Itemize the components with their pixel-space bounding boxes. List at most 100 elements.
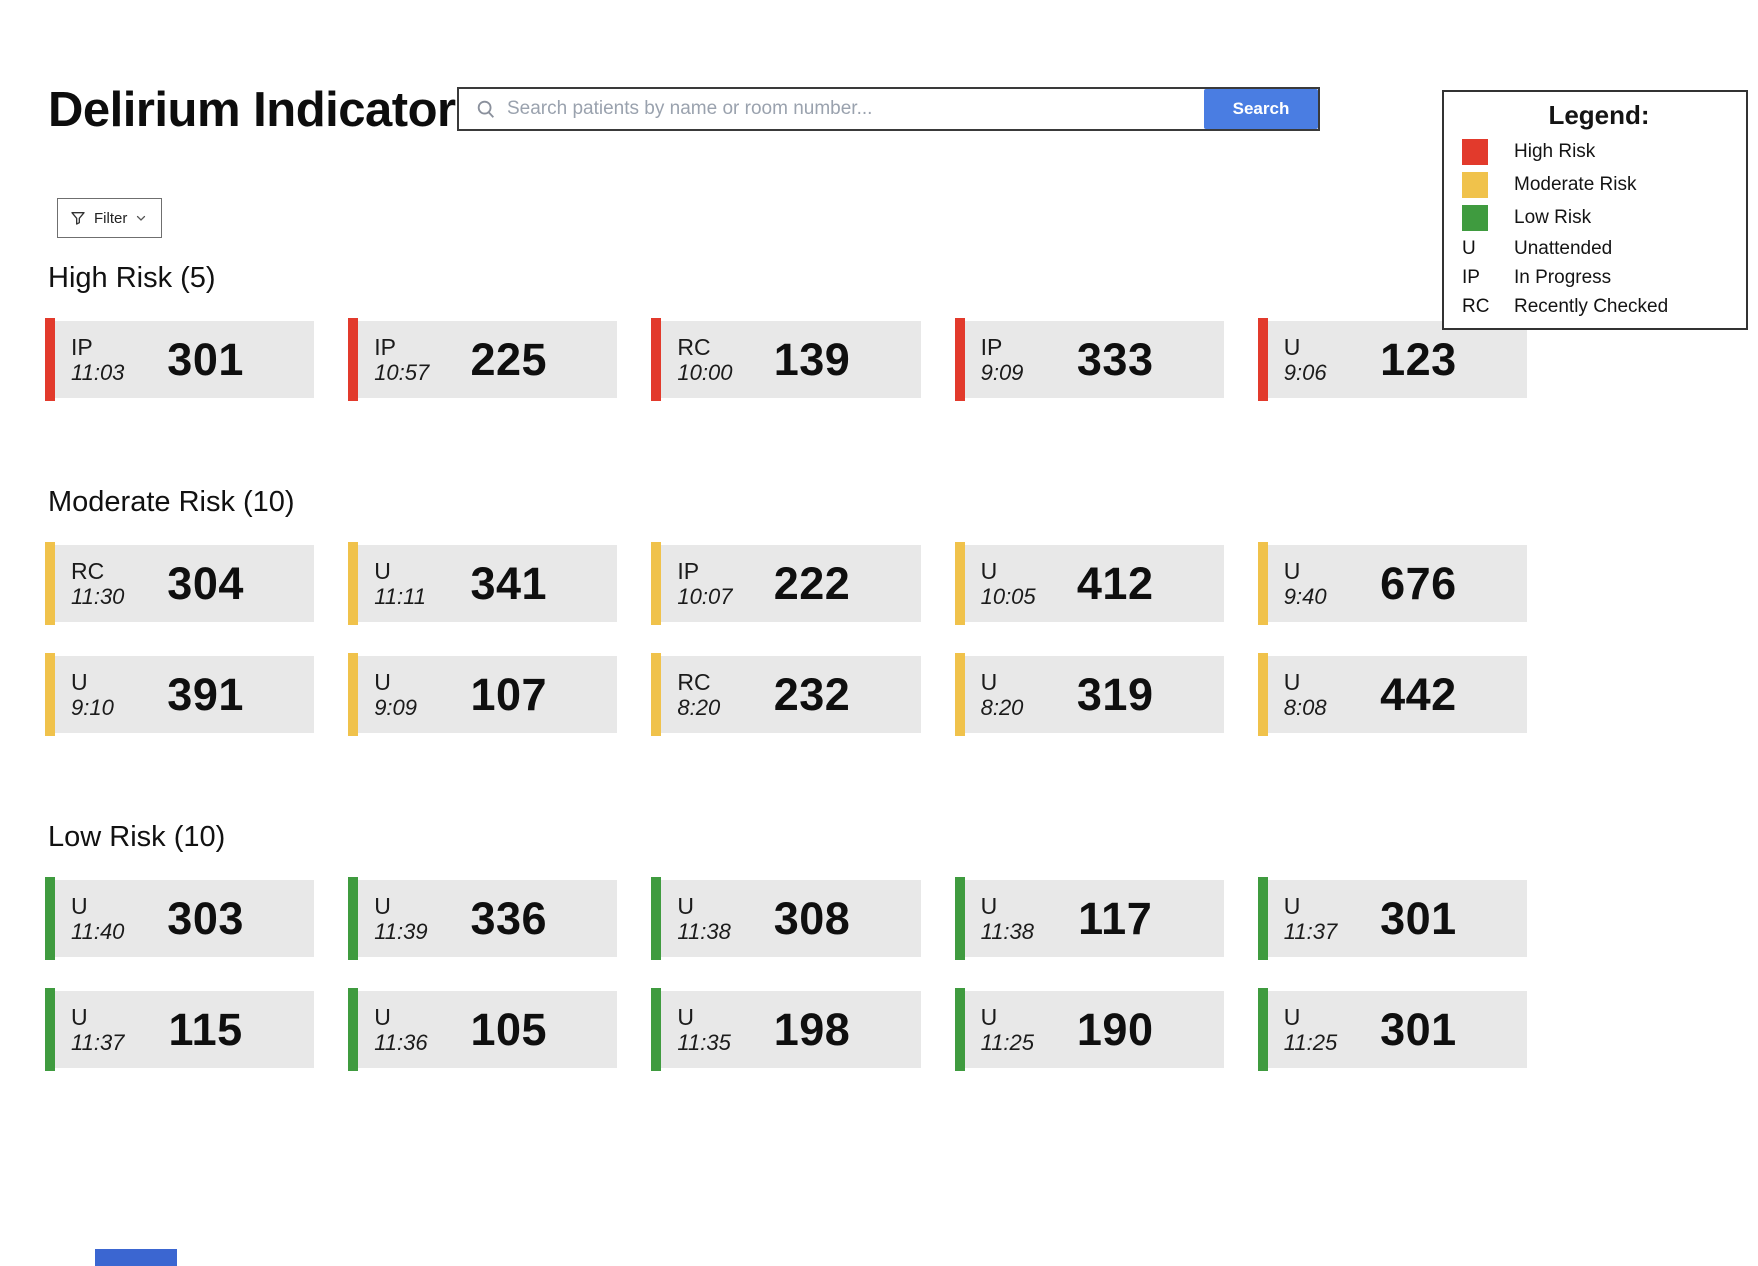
risk-color-bar [1257, 653, 1268, 736]
patient-check-time: 11:36 [374, 1030, 428, 1056]
patient-card[interactable]: IP 10:57 225 [348, 318, 618, 401]
patient-status-code: U [1283, 892, 1301, 919]
patient-status-code: U [374, 1003, 391, 1030]
high-risk-swatch [1462, 139, 1488, 165]
risk-color-bar [45, 542, 55, 625]
risk-color-bar [45, 988, 55, 1071]
status-block: IP 11:03 [45, 334, 141, 386]
patient-status-code: U [677, 1003, 695, 1030]
patient-card[interactable]: U 11:36 105 [348, 988, 618, 1071]
search-input[interactable] [507, 89, 1204, 129]
risk-section: Moderate Risk (10) RC 11:30 304 U 11:11 … [45, 486, 1527, 736]
room-number: 319 [1076, 668, 1154, 720]
legend-label: In Progress [1514, 267, 1612, 288]
patient-card[interactable]: IP 10:07 222 [651, 542, 921, 625]
patient-check-time: 9:40 [1283, 584, 1327, 610]
risk-color-bar [651, 653, 662, 736]
patient-card[interactable]: U 11:38 117 [954, 877, 1224, 960]
legend-code: U [1462, 238, 1476, 259]
patient-card[interactable]: U 11:37 115 [45, 988, 315, 1071]
risk-color-bar [1257, 318, 1268, 401]
patient-status-code: RC [677, 668, 711, 695]
legend-row-recently-checked: RC Recently Checked [1462, 296, 1736, 318]
patient-card[interactable]: U 11:11 341 [348, 542, 618, 625]
room-number: 139 [773, 333, 851, 385]
patient-card[interactable]: U 9:06 123 [1257, 318, 1527, 401]
patient-card[interactable]: U 9:10 391 [45, 653, 315, 736]
status-block: U 11:37 [1258, 893, 1354, 945]
legend-label: Moderate Risk [1514, 174, 1637, 195]
patient-card[interactable]: U 11:40 303 [45, 877, 315, 960]
patient-status-code: U [980, 892, 998, 919]
status-block: RC 10:00 [651, 334, 747, 386]
status-block: U 11:39 [348, 893, 444, 945]
patient-card[interactable]: U 11:25 301 [1257, 988, 1527, 1071]
status-block: RC 11:30 [45, 558, 141, 610]
patient-status-code: U [980, 668, 998, 695]
patient-status-code: U [980, 557, 998, 584]
room-number: 123 [1380, 333, 1457, 385]
room-number: 301 [1380, 892, 1457, 944]
patient-card[interactable]: U 11:38 308 [651, 877, 921, 960]
patient-card[interactable]: RC 11:30 304 [45, 542, 315, 625]
legend-label: Low Risk [1514, 207, 1592, 228]
status-block: U 9:40 [1258, 558, 1354, 610]
risk-color-bar [954, 318, 965, 401]
risk-color-bar [954, 988, 965, 1071]
status-block: U 11:37 [45, 1004, 141, 1056]
patient-check-time: 11:35 [677, 1030, 731, 1056]
patient-card[interactable]: U 9:09 107 [348, 653, 618, 736]
patient-check-time: 11:37 [71, 1030, 125, 1056]
status-block: U 11:40 [45, 893, 141, 945]
patient-status-code: U [71, 668, 88, 695]
status-block: U 9:09 [348, 669, 444, 721]
legend-row-unattended: U Unattended [1462, 238, 1736, 260]
moderate-risk-swatch [1462, 172, 1488, 198]
patient-card[interactable]: U 11:25 190 [954, 988, 1224, 1071]
risk-color-bar [651, 318, 662, 401]
patient-card[interactable]: U 11:35 198 [651, 988, 921, 1071]
patient-card-grid: U 11:40 303 U 11:39 336 U 11:38 308 U 11… [45, 877, 1527, 1071]
status-block: U 9:10 [45, 669, 141, 721]
search-button[interactable]: Search [1204, 89, 1318, 129]
patient-status-code: U [71, 1003, 88, 1030]
patient-card[interactable]: U 10:05 412 [954, 542, 1224, 625]
room-number: 222 [773, 557, 851, 609]
patient-check-time: 9:10 [71, 695, 114, 721]
status-block: U 9:06 [1258, 334, 1354, 386]
patient-check-time: 10:07 [677, 584, 733, 610]
cut-off-blue-element[interactable] [95, 1249, 177, 1266]
patient-status-code: U [374, 557, 391, 584]
chevron-down-icon [135, 212, 147, 224]
room-number: 304 [167, 557, 244, 609]
risk-color-bar [651, 877, 662, 960]
patient-card[interactable]: RC 10:00 139 [651, 318, 921, 401]
patient-status-code: U [1283, 557, 1301, 584]
status-block: U 8:20 [955, 669, 1051, 721]
patient-check-time: 11:11 [374, 584, 426, 610]
status-block: U 11:11 [348, 558, 444, 610]
patient-status-code: RC [677, 333, 711, 360]
risk-color-bar [348, 542, 359, 625]
legend-title: Legend: [1548, 100, 1650, 130]
room-number: 198 [773, 1003, 851, 1055]
filter-button[interactable]: Filter [57, 198, 163, 238]
risk-color-bar [1257, 542, 1268, 625]
patient-card[interactable]: U 8:20 319 [954, 653, 1224, 736]
patient-card[interactable]: U 9:40 676 [1257, 542, 1527, 625]
status-block: U 11:38 [651, 893, 747, 945]
status-block: U 11:38 [955, 893, 1051, 945]
patient-card[interactable]: RC 8:20 232 [651, 653, 921, 736]
patient-check-time: 9:06 [1283, 360, 1327, 386]
section-title: High Risk (5) [48, 262, 216, 294]
filter-funnel-icon [70, 210, 86, 226]
status-block: IP 9:09 [955, 334, 1051, 386]
patient-card[interactable]: U 8:08 442 [1257, 653, 1527, 736]
patient-card[interactable]: U 11:39 336 [348, 877, 618, 960]
delirium-dashboard: Search Legend: High Risk Moderate Risk L… [0, 82, 1758, 1266]
legend-label: High Risk [1514, 141, 1596, 162]
patient-card[interactable]: U 11:37 301 [1257, 877, 1527, 960]
patient-card[interactable]: IP 9:09 333 [954, 318, 1224, 401]
patient-card[interactable]: IP 11:03 301 [45, 318, 315, 401]
patient-check-time: 11:39 [374, 919, 428, 945]
